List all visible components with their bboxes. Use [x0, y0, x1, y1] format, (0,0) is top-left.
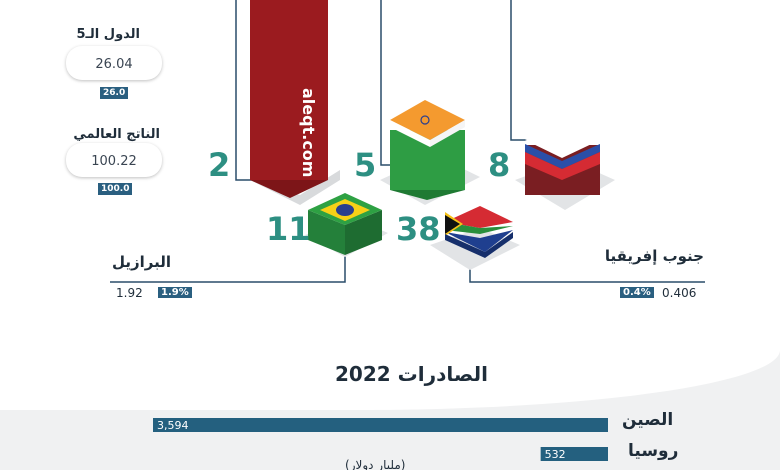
- bar-label-0: الصين: [622, 410, 674, 430]
- south-africa-flag-black: [445, 214, 461, 234]
- exports-bars: 3,594 532: [153, 418, 608, 461]
- exports-unit: (مليار دولار): [345, 458, 406, 470]
- rank-india: 5: [354, 146, 377, 184]
- india-flag-white-right: [430, 120, 465, 147]
- bar-1: [540, 447, 608, 461]
- tall-block-bottom: [250, 180, 328, 198]
- bar-value-0: 3,594: [157, 419, 189, 432]
- brazil-pct: 1.9%: [158, 287, 192, 298]
- connector-line-brazil: [110, 250, 346, 283]
- connector-line-1: [235, 0, 252, 181]
- south-africa-label: جنوب إفريقيا: [604, 247, 704, 265]
- brazil-flag-globe: [336, 204, 354, 216]
- south-africa-pct: 0.4%: [620, 287, 654, 298]
- world-value: 100.22: [91, 154, 137, 169]
- group-value: 26.04: [95, 57, 133, 72]
- south-africa-flag-blue: [445, 230, 513, 252]
- exports-title: الصادرات 2022: [335, 362, 488, 386]
- rank-china: 2: [208, 146, 231, 184]
- group-value-pill: 26.04: [66, 46, 162, 80]
- south-africa-flag-green: [445, 222, 513, 234]
- brazil-label: البرازيل: [112, 253, 172, 271]
- south-africa-value: 0.406: [662, 286, 697, 300]
- india-flag-wheel: [420, 115, 430, 125]
- world-tag: 100.0: [98, 183, 133, 195]
- south-africa-cube-base: [445, 232, 513, 258]
- russia-flag-blue: [525, 144, 562, 169]
- world-title: الناتج العالمي: [73, 127, 160, 142]
- group-tag: 26.0: [100, 87, 129, 99]
- top-band: [0, 0, 780, 20]
- india-flag-saffron: [390, 100, 465, 140]
- connector-line-3: [510, 0, 530, 141]
- rank-russia: 8: [488, 146, 511, 184]
- russia-flag-red: [525, 152, 562, 180]
- watermark: aleqt.com: [299, 88, 318, 178]
- russia-flag-white: [525, 123, 600, 158]
- rank-south-africa: 38: [396, 210, 441, 248]
- group-title: الدول الـ5: [76, 27, 140, 42]
- india-flag-white: [390, 120, 430, 147]
- russia-cube: [515, 123, 615, 210]
- brazil-cube: [305, 193, 388, 257]
- connector-lines: [110, 0, 705, 283]
- india-cube-bottom: [390, 190, 465, 200]
- south-africa-flag-yellow: [445, 212, 463, 236]
- tall-block-face: [250, 0, 328, 180]
- world-value-pill: 100.22: [66, 143, 162, 177]
- russia-flag-red-right: [562, 152, 600, 180]
- south-africa-cube: [430, 206, 520, 270]
- rank-brazil: 11: [266, 210, 311, 248]
- bar-label-1: روسيا: [628, 441, 679, 461]
- south-africa-flag-red: [445, 206, 513, 228]
- brazil-value: 1.92: [116, 286, 143, 300]
- russia-flag-blue-right: [562, 144, 600, 169]
- tall-block: [250, 0, 340, 205]
- bar-value-1: 532: [545, 448, 566, 461]
- bar-0: [153, 418, 608, 432]
- india-cube: [380, 100, 480, 205]
